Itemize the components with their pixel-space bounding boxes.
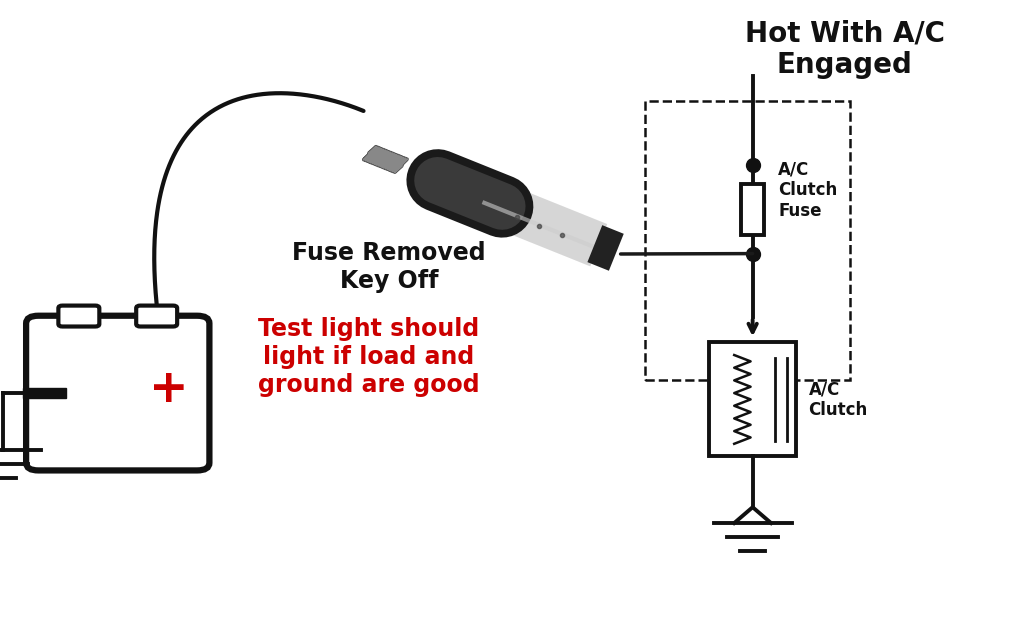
Text: Fuse Removed
Key Off: Fuse Removed Key Off bbox=[292, 241, 486, 293]
Bar bbox=[741, 184, 764, 235]
Bar bbox=[709, 342, 797, 456]
Text: Test light should
light if load and
ground are good: Test light should light if load and grou… bbox=[258, 317, 479, 397]
Text: A/C
Clutch: A/C Clutch bbox=[809, 380, 867, 419]
FancyBboxPatch shape bbox=[136, 306, 177, 327]
Text: +: + bbox=[150, 368, 188, 412]
FancyBboxPatch shape bbox=[58, 306, 99, 327]
FancyBboxPatch shape bbox=[27, 316, 209, 470]
Bar bbox=[23, 388, 66, 398]
Text: Hot With A/C
Engaged: Hot With A/C Engaged bbox=[744, 19, 945, 79]
Bar bbox=[645, 101, 850, 380]
Text: A/C
Clutch
Fuse: A/C Clutch Fuse bbox=[778, 160, 838, 220]
